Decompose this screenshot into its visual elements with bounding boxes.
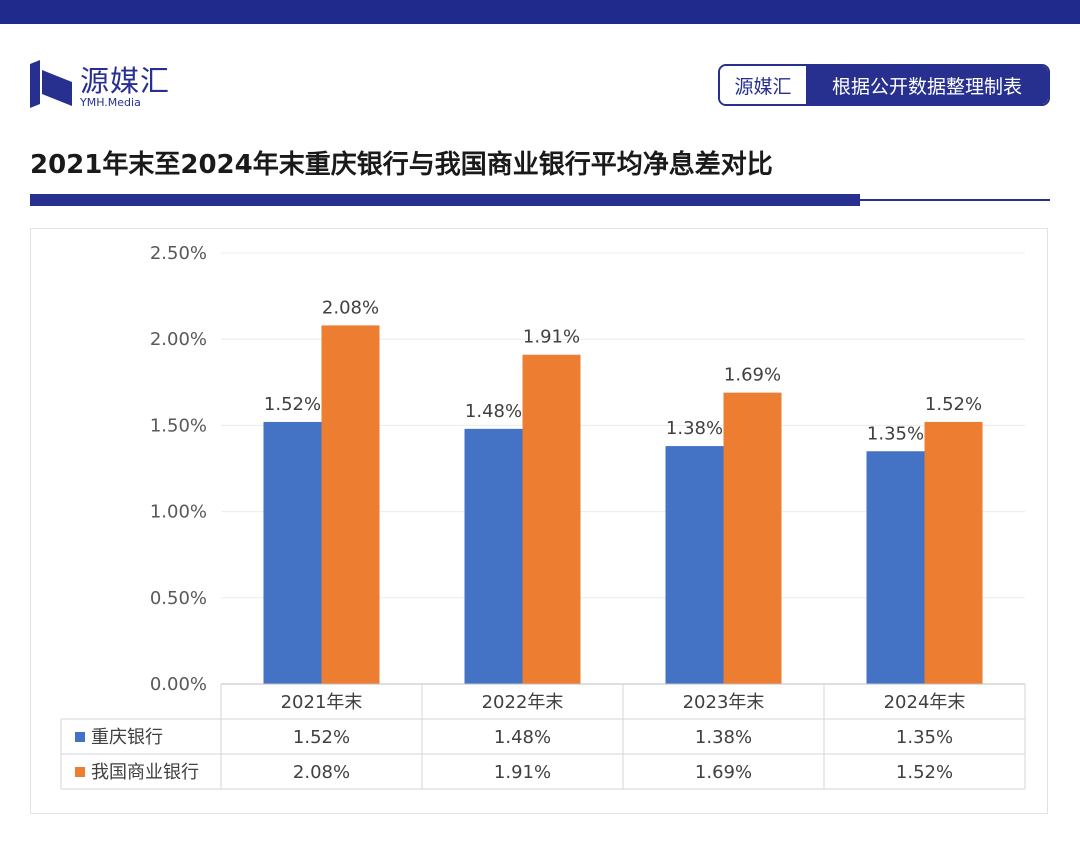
legend-label: 我国商业银行 <box>91 762 199 783</box>
data-label: 1.91% <box>523 327 580 348</box>
legend-swatch <box>75 732 85 742</box>
x-category-label: 2024年末 <box>884 692 966 713</box>
source-brand: 源媒汇 <box>720 66 806 104</box>
x-category-label: 2021年末 <box>281 692 363 713</box>
bar-series1 <box>263 421 322 684</box>
title-underline <box>30 194 860 206</box>
logo-subtext: YMH.Media <box>80 96 141 109</box>
legend-swatch <box>75 767 85 777</box>
source-note: 根据公开数据整理制表 <box>806 66 1048 104</box>
y-tick-label: 2.00% <box>150 329 207 350</box>
table-cell-value: 1.52% <box>896 762 953 783</box>
y-tick-label: 1.50% <box>150 415 207 436</box>
bar-series2 <box>723 392 782 684</box>
x-category-label: 2022年末 <box>482 692 564 713</box>
data-label: 2.08% <box>322 297 379 318</box>
bar-chart: 0.00% 0.50% 1.00% 1.50% 2.00% 2.50% 1.52% 1.48%… <box>60 243 1026 790</box>
bar-series2 <box>522 354 581 684</box>
data-label: 1.48% <box>465 401 522 422</box>
source-badge: 源媒汇 根据公开数据整理制表 <box>718 64 1050 106</box>
chart-frame: 0.00% 0.50% 1.00% 1.50% 2.00% 2.50% 1.52% 1.48%… <box>30 228 1048 814</box>
bar-series1 <box>464 428 523 684</box>
y-tick-label: 1.00% <box>150 502 207 523</box>
data-label: 1.38% <box>666 418 723 439</box>
table-cell-value: 1.38% <box>695 727 752 748</box>
bar-series2 <box>924 421 983 684</box>
table-cell-value: 1.91% <box>494 762 551 783</box>
bar-series2 <box>321 325 380 684</box>
legend-label: 重庆银行 <box>91 727 163 748</box>
data-label: 1.52% <box>264 394 321 415</box>
data-label: 1.35% <box>867 423 924 444</box>
bar-series1 <box>866 451 925 684</box>
y-tick-label: 0.00% <box>150 674 207 695</box>
y-tick-label: 0.50% <box>150 588 207 609</box>
table-cell-value: 2.08% <box>293 762 350 783</box>
page-title: 2021年末至2024年末重庆银行与我国商业银行平均净息差对比 <box>30 150 773 180</box>
logo-mark-icon <box>30 60 72 108</box>
table-cell-value: 1.35% <box>896 727 953 748</box>
table-cell-value: 1.69% <box>695 762 752 783</box>
data-label: 1.52% <box>925 394 982 415</box>
logo-text: 源媒汇 <box>80 64 171 98</box>
table-cell-value: 1.48% <box>494 727 551 748</box>
y-tick-label: 2.50% <box>150 243 207 264</box>
table-cell-value: 1.52% <box>293 727 350 748</box>
bar-series1 <box>665 446 724 684</box>
top-bar <box>0 0 1080 24</box>
x-category-label: 2023年末 <box>683 692 765 713</box>
data-label: 1.69% <box>724 365 781 386</box>
title-underline-thin <box>860 199 1050 201</box>
